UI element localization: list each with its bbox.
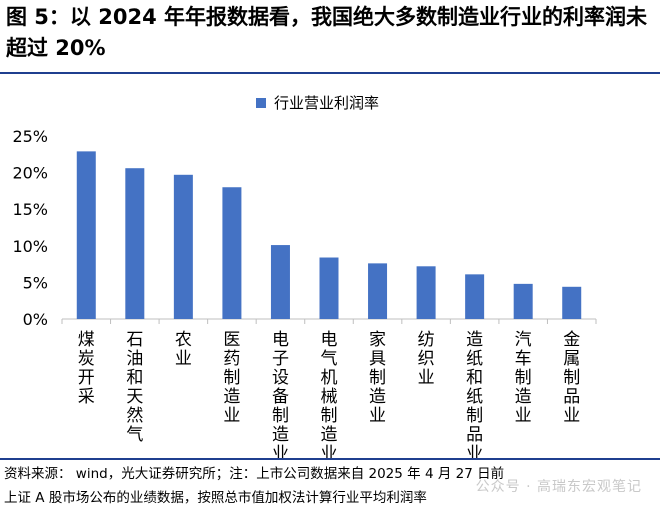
y-tick-label: 15%: [12, 200, 48, 219]
x-tick-label: 汽车制造业: [515, 330, 532, 426]
x-tick-label: 农业: [175, 330, 192, 369]
bar: [173, 174, 193, 319]
footer-divider: [0, 458, 660, 460]
y-tick-label: 20%: [12, 164, 48, 183]
x-tick-label: 电子设备制造业: [272, 330, 289, 464]
bar: [513, 283, 533, 319]
x-tick-label: 纺织业: [418, 330, 435, 388]
y-tick-label: 25%: [12, 127, 48, 146]
x-tick-label: 电气机械制造业: [321, 330, 338, 464]
bar: [562, 286, 582, 319]
bar: [465, 274, 485, 319]
bar: [76, 151, 96, 319]
x-tick-label: 煤炭开采: [78, 330, 95, 407]
x-tick-label: 金属制品业: [563, 330, 580, 426]
x-tick-label: 家具制造业: [369, 330, 386, 426]
y-tick-label: 5%: [23, 273, 48, 292]
legend-swatch: [256, 97, 266, 108]
footer-notes: 资料来源： wind，光大证券研究所；注：上市公司数据来自 2025 年 4 月…: [4, 462, 656, 510]
watermark-text: 公众号 · 高瑞东宏观笔记: [475, 479, 642, 495]
bar: [125, 168, 145, 319]
x-tick-label: 造纸和纸制品业: [466, 330, 483, 464]
note-line: 上证 A 股市场公布的业绩数据，按照总市值加权法计算行业平均利润率: [4, 490, 427, 506]
title-divider: [0, 72, 660, 74]
bar: [270, 245, 290, 319]
x-tick-label: 医药制造业: [223, 330, 240, 426]
bar: [319, 257, 339, 319]
legend-label: 行业营业利润率: [274, 94, 380, 112]
x-tick-label: 石油和天然气: [126, 330, 143, 445]
bar: [368, 263, 388, 319]
chart-legend: 行业营业利润率: [256, 92, 379, 113]
figure-title: 图 5：以 2024 年年报数据看，我国绝大多数制造业行业的利率润未超过 20%: [6, 5, 647, 60]
bar: [416, 266, 436, 319]
bar: [222, 187, 242, 319]
y-tick-label: 10%: [12, 237, 48, 256]
source-line: 资料来源： wind，光大证券研究所；注：上市公司数据来自 2025 年 4 月…: [4, 466, 505, 482]
y-tick-label: 0%: [23, 310, 48, 329]
